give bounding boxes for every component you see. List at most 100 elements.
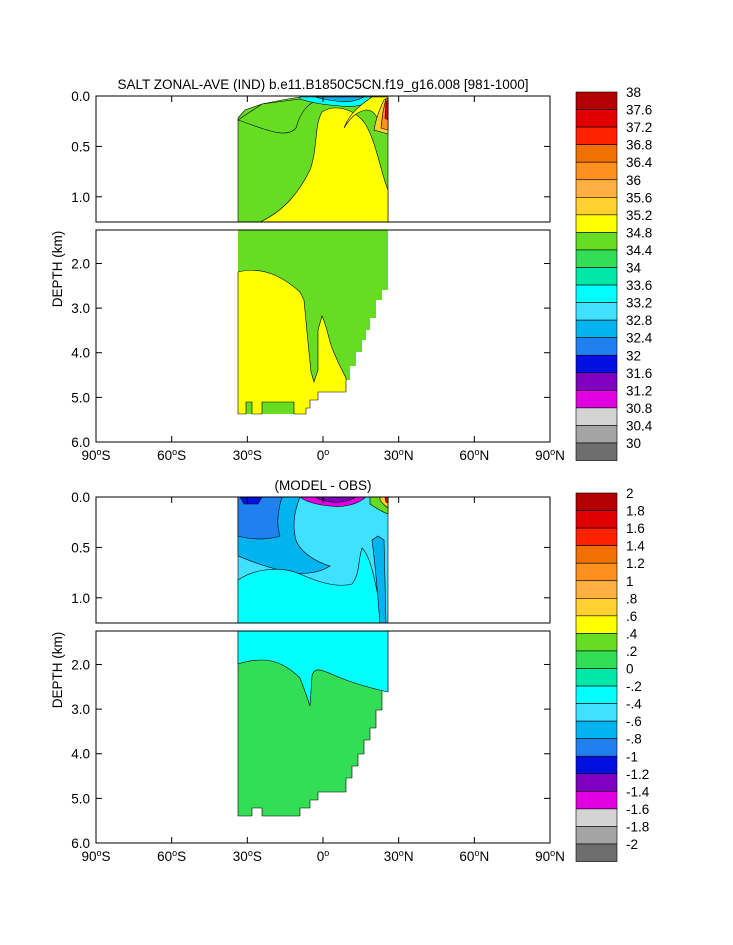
- salinity-field-lower: [237, 230, 388, 415]
- colorbar-label: 1.6: [626, 521, 645, 536]
- colorbar-box: [575, 337, 618, 356]
- colorbar-label: 31.6: [626, 366, 652, 381]
- field-bay-warm-3: [384, 497, 389, 504]
- colorbar-box: [575, 109, 618, 128]
- difference-field-upper: [237, 497, 389, 623]
- y-axis-label: DEPTH (km): [50, 632, 65, 709]
- colorbar-label: 30.8: [626, 401, 652, 416]
- colorbar-box: [575, 390, 618, 409]
- colorbar-box: [575, 249, 618, 268]
- colorbar-box: [575, 144, 618, 163]
- colorbar-label: 31.2: [626, 383, 652, 398]
- colorbar-box: [575, 668, 618, 687]
- colorbar-label: 34: [626, 261, 642, 276]
- colorbar-label: 30: [626, 436, 641, 451]
- colorbar-box: [575, 685, 618, 704]
- y-tick-label: 0.5: [71, 139, 90, 154]
- colorbar-label: -1.8: [626, 819, 649, 834]
- x-tick-label: 90oN: [535, 447, 565, 463]
- colorbar-box: [575, 808, 618, 827]
- y-tick-labels: 0.0 0.5 1.0 2.0 3.0 4.0 5.0 6.0: [71, 89, 90, 450]
- x-tick-label: 30oS: [233, 447, 262, 463]
- colorbar-label: 30.4: [626, 418, 653, 433]
- colorbar-label: 37.2: [626, 120, 652, 135]
- colorbar-box: [575, 773, 618, 792]
- y-tick-label: 1.0: [71, 190, 90, 205]
- colorbar-box: [575, 442, 618, 461]
- colorbar-label: -.4: [626, 697, 642, 712]
- colorbar-box: [575, 267, 618, 286]
- y-tick-label: 2.0: [71, 256, 90, 271]
- colorbar-label: 35.2: [626, 208, 652, 223]
- field-west-deep-blue: [237, 497, 283, 540]
- colorbar-box: [575, 179, 618, 198]
- colorbar-label: -1.6: [626, 802, 649, 817]
- difference-field-lower: [237, 631, 389, 817]
- field-bay-salty-4: [384, 99, 389, 121]
- y-tick-label: 4.0: [71, 747, 90, 762]
- x-tick-labels: 90oS 60oS 30oS 0o 30oN 60oN 90oN: [81, 447, 564, 463]
- colorbar-box: [575, 527, 618, 546]
- colorbar-box: [575, 372, 618, 391]
- y-tick-label: 0.0: [71, 490, 90, 505]
- colorbar-box: [575, 791, 618, 810]
- colorbar-box: [575, 562, 618, 582]
- field-deep-yellow: [259, 107, 389, 222]
- colorbar-box: [575, 284, 618, 303]
- colorbar-box: [575, 720, 618, 740]
- colorbar-box: [575, 545, 618, 564]
- x-tick-label: 60oN: [459, 447, 489, 463]
- y-tick-label: 3.0: [71, 702, 90, 717]
- colorbar-box: [575, 319, 618, 338]
- colorbar-label: -.6: [626, 714, 642, 729]
- y-tick-label: 6.0: [71, 435, 90, 450]
- x-tick-label: 60oN: [459, 848, 489, 864]
- y-tick-label: 6.0: [71, 836, 90, 851]
- colorbar-box: [575, 755, 618, 775]
- colorbar-label: -1.2: [626, 767, 649, 782]
- colorbar-label: -.2: [626, 679, 642, 694]
- colorbar-box: [575, 738, 618, 757]
- colorbar-label: 33.2: [626, 296, 652, 311]
- colorbar-label: -1.4: [626, 784, 650, 799]
- colorbar-box: [575, 232, 618, 251]
- y-tick-label: 2.0: [71, 657, 90, 672]
- colorbar-box: [575, 354, 618, 374]
- colorbar-label: .4: [626, 626, 638, 641]
- colorbar-box: [575, 214, 618, 233]
- colorbar-box: [575, 615, 618, 634]
- colorbar-label: .8: [626, 591, 637, 606]
- panel-title: (MODEL - OBS): [274, 478, 371, 493]
- colorbar-label: .2: [626, 644, 637, 659]
- colorbar-label: 32: [626, 348, 641, 363]
- y-tick-labels: 0.0 0.5 1.0 2.0 3.0 4.0 5.0 6.0: [71, 490, 90, 851]
- field-lower-cyan: [237, 631, 389, 707]
- colorbar-label: 1: [626, 574, 634, 589]
- x-tick-label: 0o: [317, 848, 330, 864]
- colorbar-box: [575, 407, 618, 426]
- colorbar-box: [575, 126, 618, 145]
- field-mid-cyan: [237, 547, 381, 623]
- axis-ticks: [95, 95, 551, 443]
- colorbar-label: -1: [626, 749, 638, 764]
- colorbar-label: 1.8: [626, 504, 645, 519]
- panel-title: SALT ZONAL-AVE (IND) b.e11.B1850C5CN.f19…: [118, 77, 529, 92]
- x-tick-label: 60oS: [157, 848, 186, 864]
- colorbar-box: [575, 161, 618, 181]
- colorbar-box: [575, 597, 618, 617]
- colorbar-box: [575, 302, 618, 321]
- colorbar-label: 35.6: [626, 190, 652, 205]
- field-surface-blue: [239, 497, 263, 505]
- colorbar-label: .6: [626, 609, 637, 624]
- colorbar-label: 32.4: [626, 331, 653, 346]
- colorbar-box: [575, 633, 618, 652]
- x-tick-label: 30oN: [384, 447, 414, 463]
- colorbar-label: 32.8: [626, 313, 652, 328]
- x-tick-label: 90oS: [81, 848, 110, 864]
- colorbar-box: [575, 91, 618, 110]
- colorbar: 21.81.61.41.21.8.6.4.20-.2-.4-.6-.8-1-1.…: [575, 486, 650, 862]
- y-axis-label: DEPTH (km): [50, 231, 65, 308]
- y-tick-label: 0.5: [71, 540, 90, 555]
- colorbar-label: 36.4: [626, 155, 653, 170]
